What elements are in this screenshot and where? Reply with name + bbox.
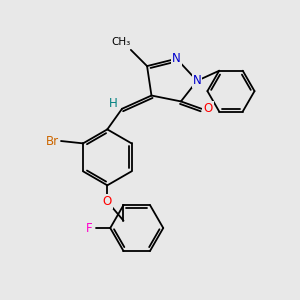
- Text: O: O: [103, 195, 112, 208]
- Text: CH₃: CH₃: [111, 37, 130, 46]
- Text: O: O: [203, 102, 213, 115]
- Text: H: H: [109, 97, 118, 110]
- Text: N: N: [172, 52, 181, 65]
- Text: F: F: [86, 221, 93, 235]
- Text: Br: Br: [46, 134, 59, 148]
- Text: N: N: [193, 74, 202, 87]
